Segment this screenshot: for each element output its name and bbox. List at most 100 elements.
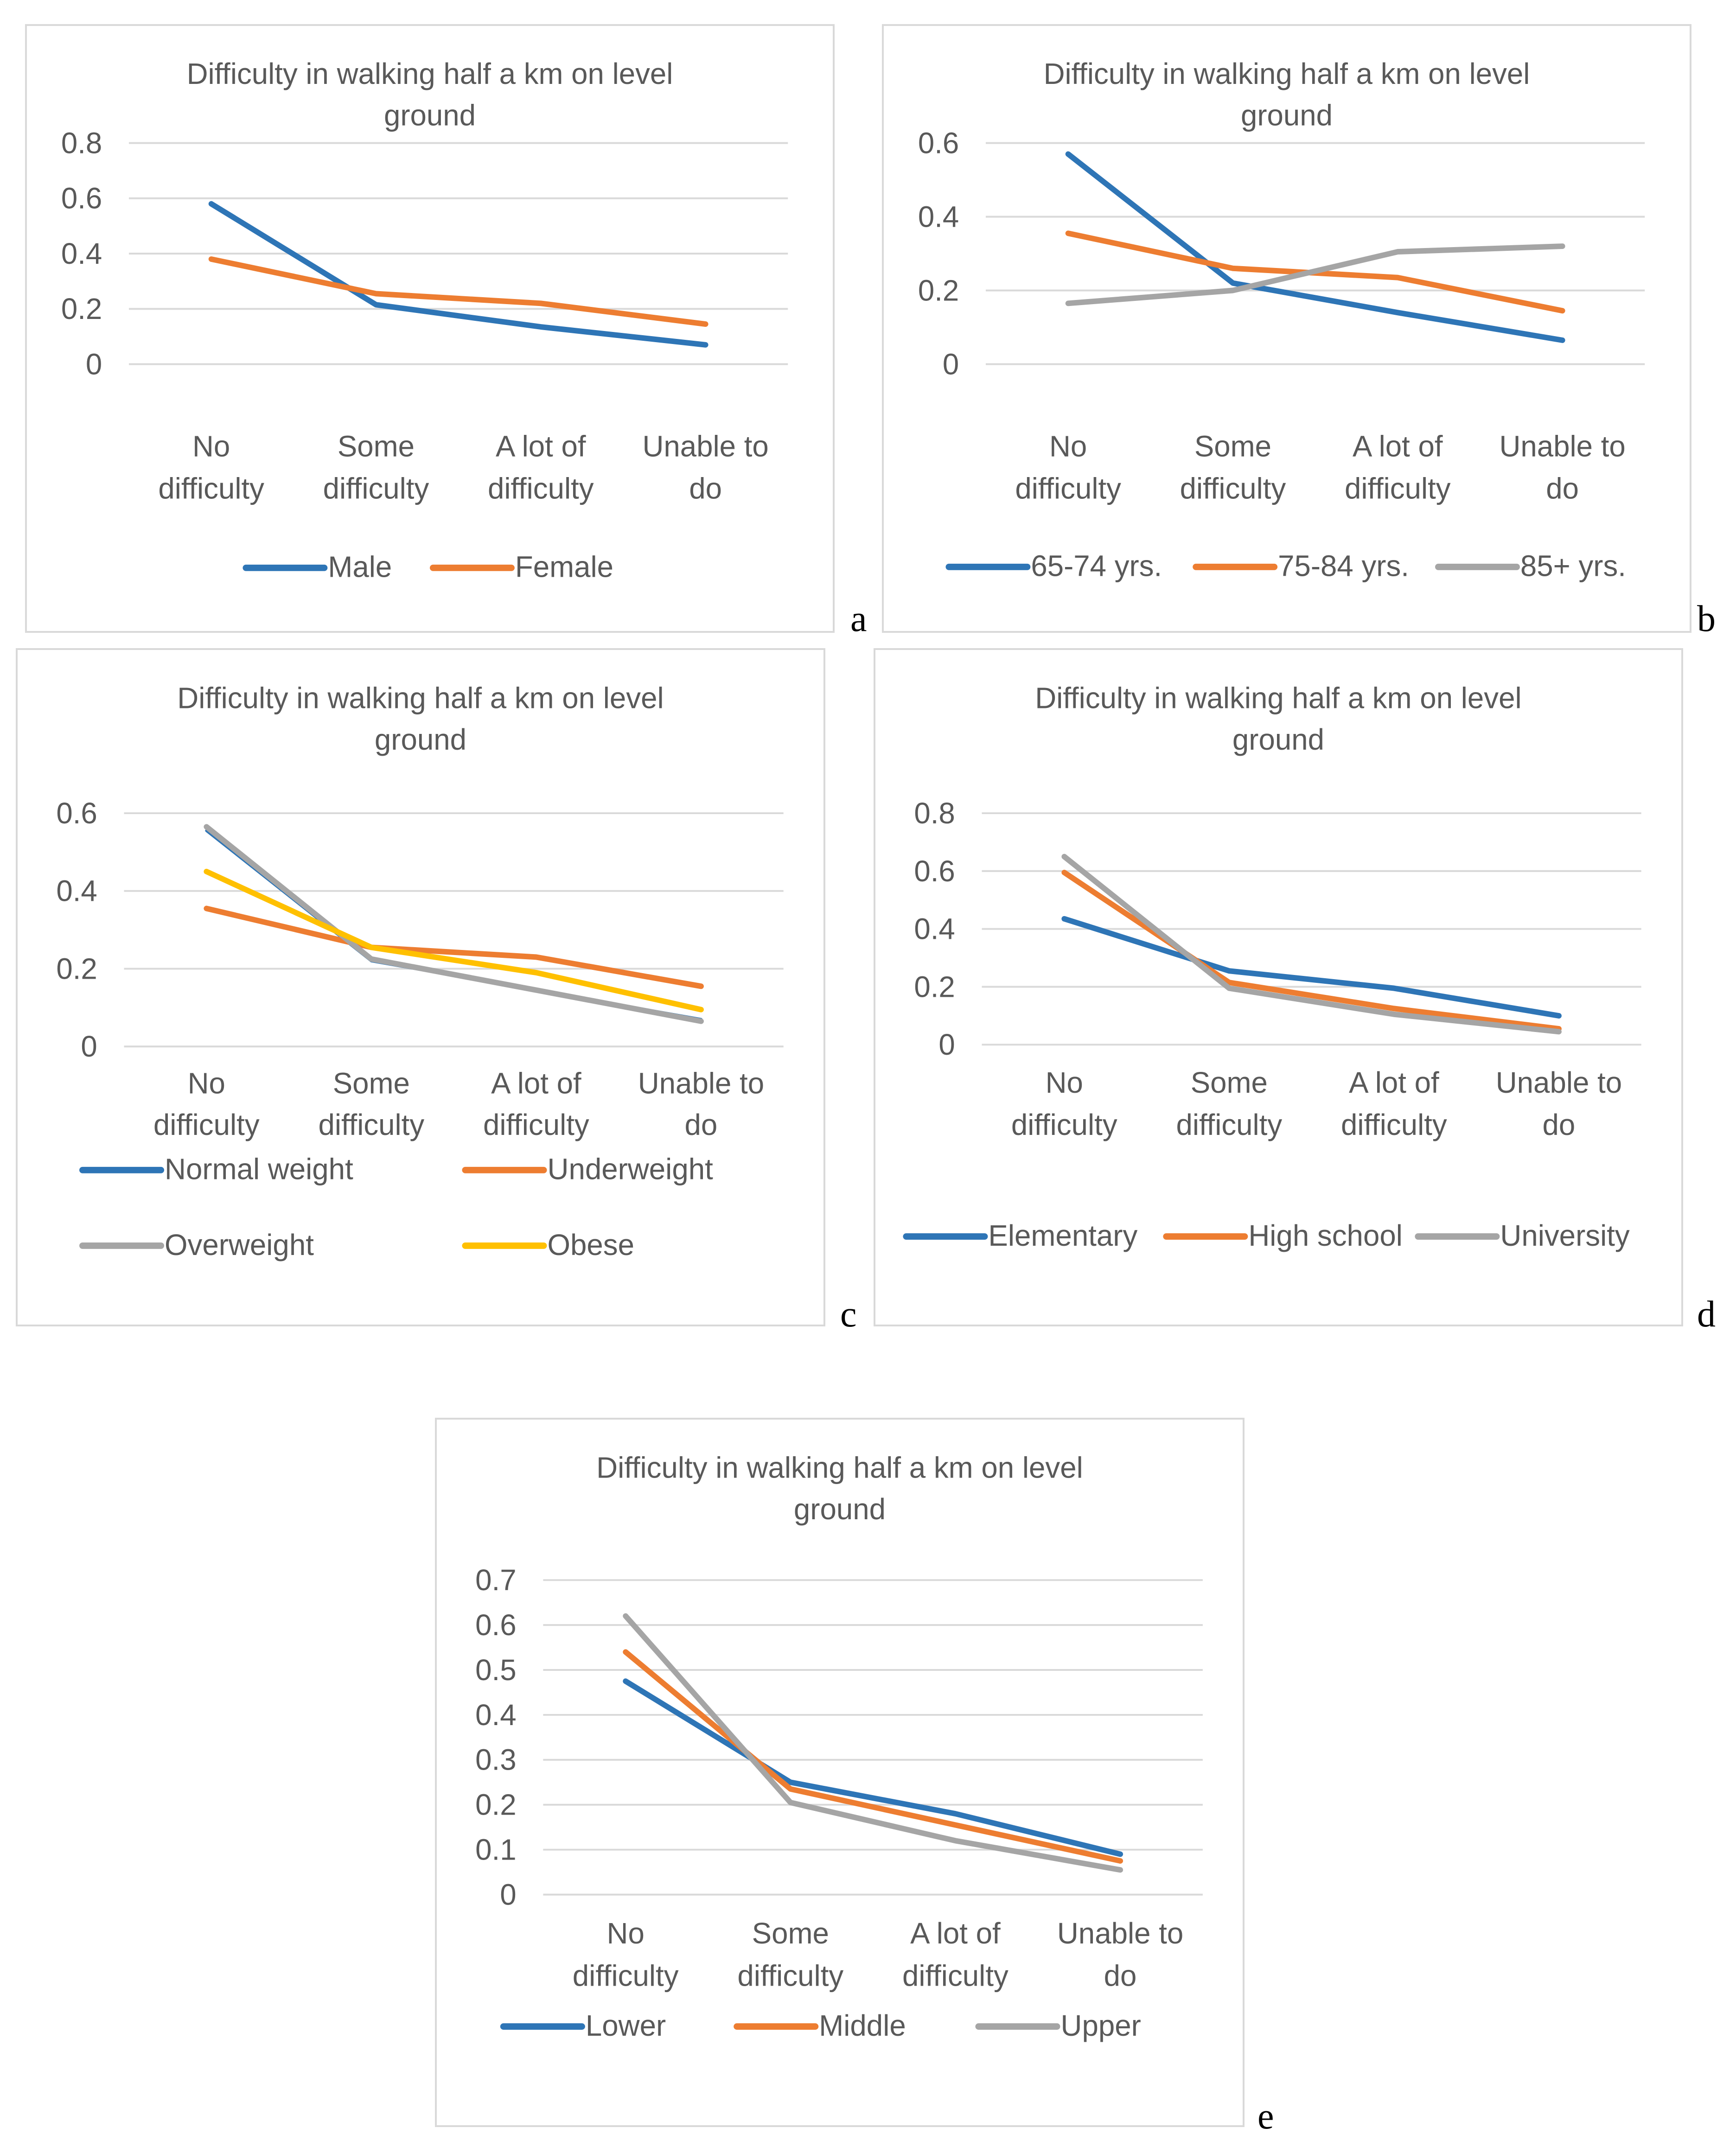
chart-svg-a: Difficulty in walking half a km on level… bbox=[61, 57, 788, 584]
y-tick-label: 0.4 bbox=[914, 913, 955, 946]
series-line-lower bbox=[623, 1678, 1123, 1857]
x-tick-label: No bbox=[1046, 1066, 1083, 1099]
series-line-65-74-yrs- bbox=[1065, 151, 1565, 343]
series-line-university bbox=[1061, 854, 1562, 1035]
series-line-middle bbox=[623, 1649, 1123, 1864]
series-line-female bbox=[208, 256, 708, 327]
x-tick-label: Some bbox=[752, 1917, 829, 1950]
chart-panel-a: Difficulty in walking half a km on level… bbox=[25, 24, 835, 633]
y-tick-label: 0 bbox=[938, 1028, 955, 1061]
x-tick-label: Some bbox=[333, 1067, 410, 1100]
legend-label: Overweight bbox=[165, 1229, 314, 1261]
legend-label: Lower bbox=[586, 2009, 666, 2042]
x-tick-label: difficulty bbox=[1341, 1109, 1447, 1141]
y-tick-label: 0.3 bbox=[475, 1744, 517, 1777]
x-tick-label: Unable to bbox=[642, 430, 768, 463]
x-tick-label: difficulty bbox=[902, 1960, 1008, 1993]
y-tick-label: 0.2 bbox=[475, 1789, 517, 1822]
x-tick-label: difficulty bbox=[1176, 1109, 1282, 1141]
legend-label: Male bbox=[328, 551, 392, 584]
x-tick-label: do bbox=[689, 472, 722, 505]
legend-label: 85+ yrs. bbox=[1520, 550, 1626, 583]
y-tick-label: 0.4 bbox=[61, 237, 102, 270]
x-tick-label: difficulty bbox=[1180, 472, 1286, 505]
x-tick-label: Some bbox=[1191, 1066, 1268, 1099]
panel-letter-e: e bbox=[1257, 2096, 1274, 2137]
x-tick-label: difficulty bbox=[483, 1109, 589, 1141]
legend-label: Obese bbox=[547, 1229, 634, 1261]
x-tick-label: No bbox=[606, 1917, 644, 1950]
panel-letter-c: c bbox=[840, 1294, 857, 1335]
y-tick-label: 0.2 bbox=[61, 293, 102, 325]
x-tick-label: A lot of bbox=[1349, 1066, 1439, 1099]
legend-label: High school bbox=[1248, 1219, 1403, 1252]
panel-letter-d: d bbox=[1697, 1294, 1716, 1335]
legend-label: Underweight bbox=[547, 1153, 713, 1186]
y-tick-label: 0.6 bbox=[61, 182, 102, 215]
panel-letter-a: a bbox=[850, 599, 867, 639]
x-tick-label: difficulty bbox=[323, 472, 429, 505]
chart-panel-e: Difficulty in walking half a km on level… bbox=[435, 1418, 1245, 2127]
series-line-male bbox=[208, 201, 708, 348]
x-tick-label: A lot of bbox=[1353, 430, 1443, 463]
y-tick-label: 0.2 bbox=[56, 952, 97, 985]
y-tick-label: 0.4 bbox=[918, 200, 959, 233]
x-tick-label: No bbox=[192, 430, 230, 463]
series-line-overweight bbox=[204, 824, 704, 1024]
chart-panel-c: Difficulty in walking half a km on level… bbox=[16, 648, 825, 1326]
panel-letter-b: b bbox=[1697, 599, 1716, 639]
x-tick-label: A lot of bbox=[496, 430, 586, 463]
x-tick-label: do bbox=[1543, 1109, 1576, 1141]
legend-label: Normal weight bbox=[165, 1153, 353, 1186]
y-tick-label: 0 bbox=[500, 1878, 516, 1911]
chart-panel-d: Difficulty in walking half a km on level… bbox=[874, 648, 1683, 1326]
x-tick-label: difficulty bbox=[1015, 472, 1121, 505]
y-tick-label: 0.1 bbox=[475, 1834, 517, 1867]
x-tick-label: difficulty bbox=[1011, 1109, 1117, 1141]
legend-label: Female bbox=[515, 551, 613, 584]
legend-label: Elementary bbox=[988, 1219, 1137, 1252]
x-tick-label: Unable to bbox=[638, 1067, 764, 1100]
x-tick-label: do bbox=[1104, 1960, 1137, 1993]
y-tick-label: 0.2 bbox=[918, 274, 959, 307]
x-tick-label: Some bbox=[338, 430, 415, 463]
chart-title-line: Difficulty in walking half a km on level bbox=[187, 57, 673, 90]
y-tick-label: 0.7 bbox=[475, 1564, 517, 1597]
y-tick-label: 0.5 bbox=[475, 1654, 517, 1687]
x-tick-label: A lot of bbox=[910, 1917, 1001, 1950]
x-tick-label: No bbox=[188, 1067, 225, 1100]
x-tick-label: Unable to bbox=[1499, 430, 1625, 463]
chart-title-line: Difficulty in walking half a km on level bbox=[177, 682, 664, 714]
chart-title-line: ground bbox=[375, 723, 466, 756]
series-line-upper bbox=[623, 1613, 1123, 1873]
x-tick-label: difficulty bbox=[737, 1960, 843, 1993]
y-tick-label: 0 bbox=[943, 348, 959, 381]
series-line-elementary bbox=[1061, 916, 1562, 1019]
x-tick-label: A lot of bbox=[491, 1067, 581, 1100]
chart-title-line: ground bbox=[384, 99, 476, 132]
chart-svg-e: Difficulty in walking half a km on level… bbox=[475, 1451, 1203, 2042]
chart-svg-c: Difficulty in walking half a km on level… bbox=[56, 682, 784, 1261]
legend-label: University bbox=[1500, 1219, 1630, 1252]
y-tick-label: 0.4 bbox=[56, 875, 97, 908]
x-tick-label: Unable to bbox=[1057, 1917, 1184, 1950]
chart-title-line: ground bbox=[794, 1493, 886, 1526]
chart-title-line: Difficulty in walking half a km on level bbox=[1035, 682, 1521, 714]
x-tick-label: difficulty bbox=[573, 1960, 679, 1993]
x-tick-label: do bbox=[685, 1109, 718, 1141]
y-tick-label: 0.6 bbox=[914, 855, 955, 888]
chart-svg-d: Difficulty in walking half a km on level… bbox=[903, 682, 1641, 1252]
legend-label: 75-84 yrs. bbox=[1278, 550, 1409, 583]
chart-title-line: ground bbox=[1232, 723, 1324, 756]
y-tick-label: 0 bbox=[81, 1030, 97, 1063]
y-tick-label: 0.6 bbox=[918, 127, 959, 159]
y-tick-label: 0.8 bbox=[61, 127, 102, 159]
x-tick-label: No bbox=[1049, 430, 1087, 463]
chart-svg-b: Difficulty in walking half a km on level… bbox=[918, 57, 1645, 583]
series-line-85-yrs- bbox=[1065, 243, 1565, 306]
legend-label: 65-74 yrs. bbox=[1031, 550, 1162, 583]
x-tick-label: difficulty bbox=[488, 472, 594, 505]
y-tick-label: 0.6 bbox=[56, 797, 97, 830]
y-tick-label: 0.8 bbox=[914, 797, 955, 830]
chart-title-line: ground bbox=[1241, 99, 1333, 132]
